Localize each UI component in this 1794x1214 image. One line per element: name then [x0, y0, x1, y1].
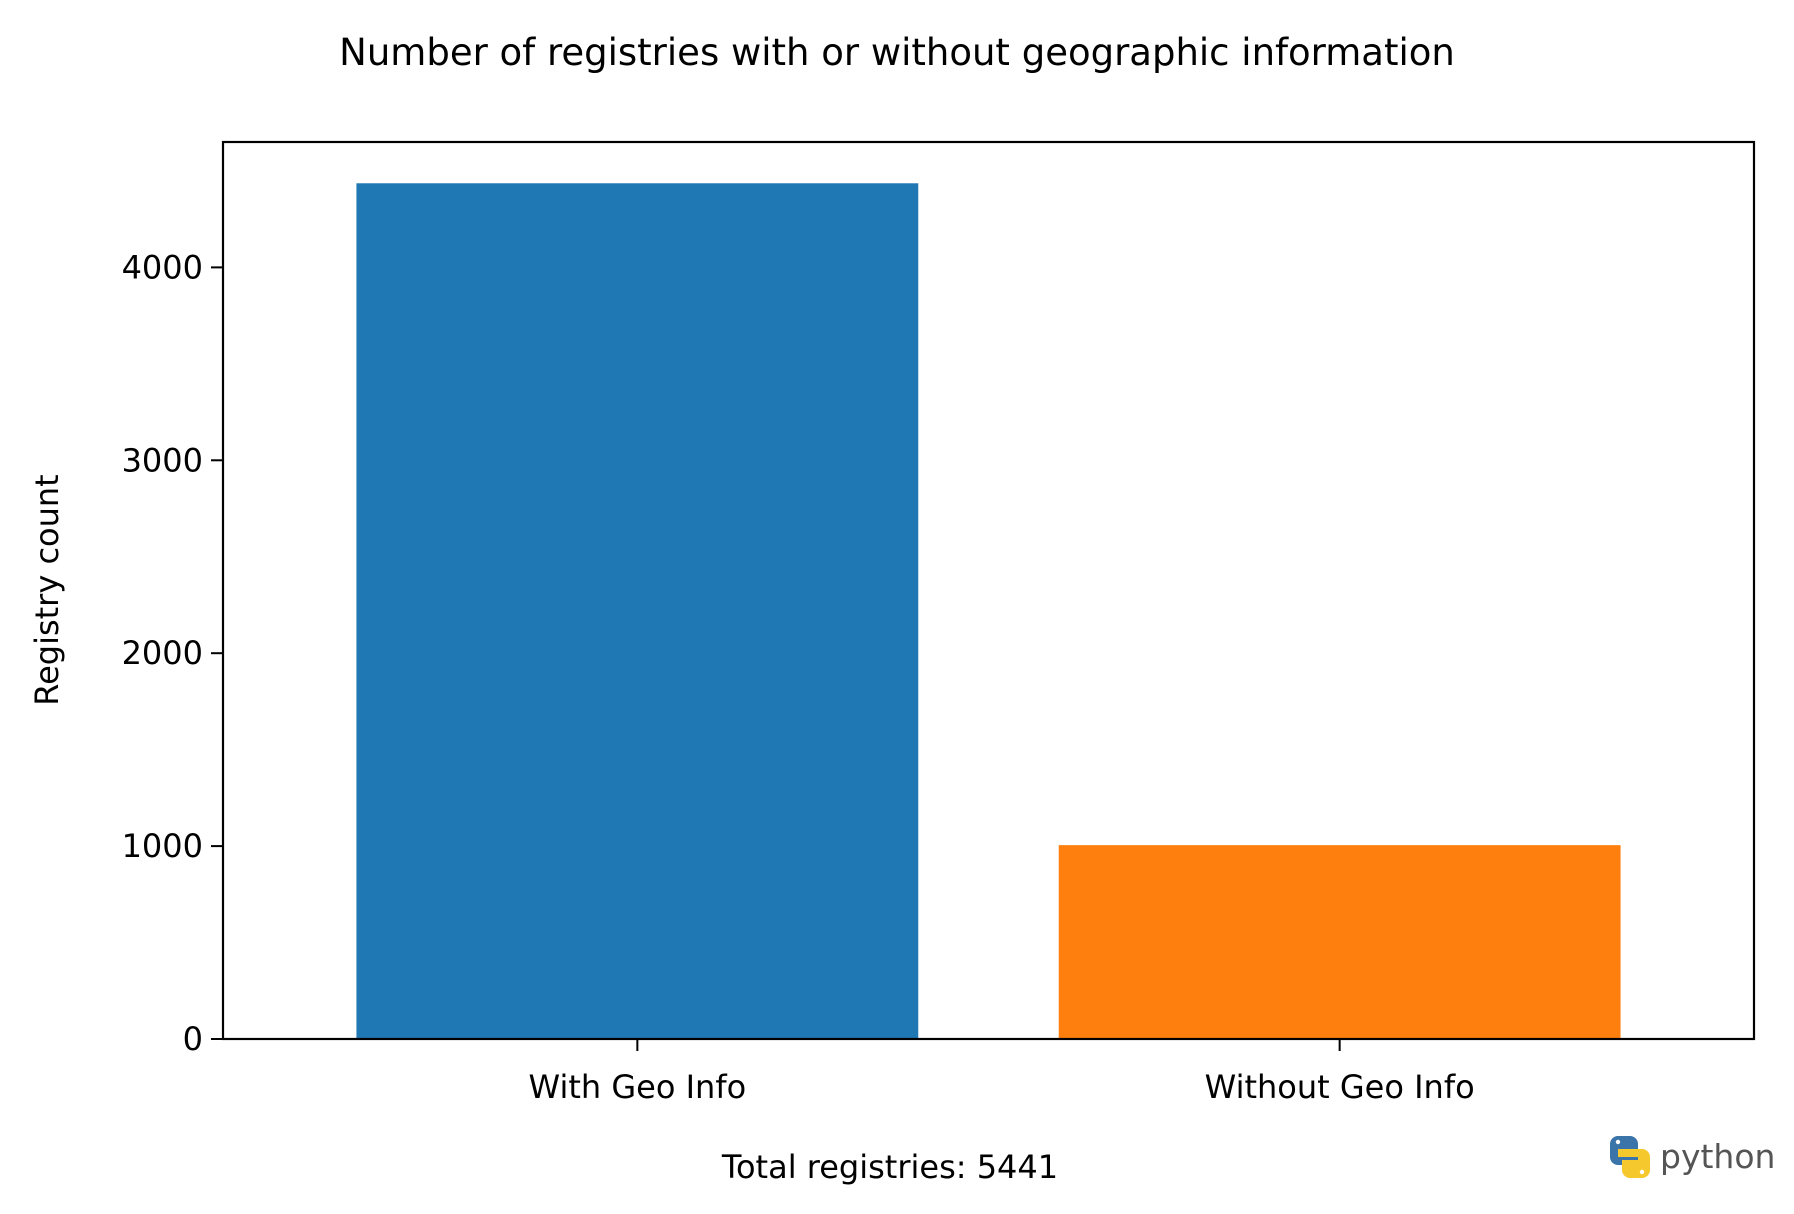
y-tick-label: 4000 [122, 248, 203, 286]
python-logo-icon [1610, 1136, 1650, 1178]
y-tick-label: 2000 [122, 634, 203, 672]
python-logo: python [1610, 1136, 1775, 1178]
bar-with-geo-info [356, 183, 919, 1039]
y-tick-label: 1000 [122, 827, 203, 865]
y-tick-label: 0 [183, 1020, 203, 1058]
bar-without-geo-info [1058, 845, 1621, 1039]
y-axis-label: Registry count [28, 474, 66, 705]
x-tick-label: With Geo Info [529, 1068, 747, 1106]
y-tick-label: 3000 [122, 441, 203, 479]
python-logo-text: python [1660, 1137, 1775, 1176]
chart-title: Number of registries with or without geo… [339, 31, 1455, 74]
x-axis-label: Total registries: 5441 [721, 1148, 1058, 1186]
axes-frame [221, 140, 1756, 1041]
plot-area: 0 1000 2000 3000 4000 With Geo Info Without G… [122, 140, 1756, 1106]
x-tick-label: Without Geo Info [1205, 1068, 1475, 1106]
